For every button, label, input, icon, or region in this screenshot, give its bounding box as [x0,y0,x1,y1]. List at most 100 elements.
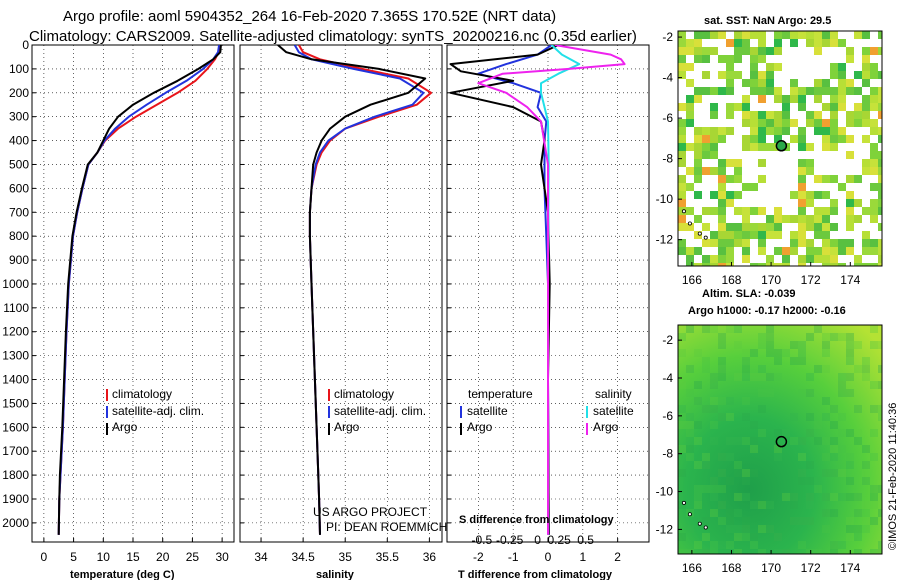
sst-cell [742,239,750,247]
sst-cell [678,175,686,183]
sst-cell [766,127,774,135]
sla-cell [774,549,782,554]
sst-cell [790,247,798,255]
sst-cell [862,31,870,39]
sla-cell [710,397,718,405]
sst-cell [742,79,750,87]
sst-cell [742,111,750,119]
sla-cell [774,453,782,461]
sla-cell [878,381,882,389]
sla-cell [726,525,734,533]
sst-cell [774,47,782,55]
sst-cell [766,263,774,266]
sst-cell [830,199,838,207]
sst-cell [702,151,710,159]
sla-cell [766,389,774,397]
sst-cell [766,143,774,151]
sst-cell [702,223,710,231]
sst-cell [790,31,798,39]
sla-cell [734,533,742,541]
sst-cell [798,183,806,191]
s-difference-xlabel: S difference from climatology [459,514,615,526]
sst-cell [750,183,758,191]
sst-cell [758,239,766,247]
sst-cell [774,223,782,231]
sst-cell [862,47,870,55]
sst-cell [798,207,806,215]
sst-cell [822,223,830,231]
sst-cell [758,71,766,79]
sst-cell [878,199,882,207]
sst-cell [822,39,830,47]
sst-cell [870,47,878,55]
sla-cell [862,469,870,477]
lon-tick-label: 172 [801,561,821,575]
sla-cell [822,469,830,477]
sst-cell [798,143,806,151]
sla-cell [862,517,870,525]
sst-cell [774,207,782,215]
sla-cell [678,405,686,413]
sst-cell [710,103,718,111]
sst-cell [830,39,838,47]
sst-cell [838,39,846,47]
sla-cell [862,373,870,381]
sst-cell [838,263,846,266]
depth-tick-labels: 0 100 200 300 400 500 600 700 800 900 1000 1100 1200… [2,38,29,530]
island-mark [703,525,708,530]
sst-cell [822,231,830,239]
sla-cell [790,413,798,421]
s-diff-tick-label: -0.25 [496,533,524,547]
sla-cell [758,373,766,381]
sst-cell [694,215,702,223]
lon-tick-label: 172 [801,273,821,287]
sla-cell [790,357,798,365]
sla-cell [718,397,726,405]
sst-cell [726,199,734,207]
sst-cell [750,119,758,127]
series-line-t-argo [449,45,559,535]
sst-cell [678,239,686,247]
sst-cell [830,223,838,231]
sla-cell [726,509,734,517]
sst-cell [678,47,686,55]
sst-cell [742,103,750,111]
sla-cell [838,429,846,437]
sla-cell [726,541,734,549]
salinity-grid [240,44,442,542]
sst-cell [782,95,790,103]
sla-cell [870,501,878,509]
series-line-satellite-adj-clim- [293,45,425,535]
x-tick-label: 0 [41,550,48,564]
sst-cell [822,215,830,223]
sst-cell [718,87,726,95]
sst-cell [686,167,694,175]
sst-cell [862,159,870,167]
lon-tick-label: 170 [761,273,781,287]
sla-cell [846,517,854,525]
sla-cell [726,453,734,461]
sst-cell [742,183,750,191]
sla-cell [774,349,782,357]
salinity-xlabel: salinity [316,569,355,580]
sst-cell [830,127,838,135]
sst-cell [830,103,838,111]
sst-cell [710,231,718,239]
sst-cell [806,199,814,207]
sla-cell [750,445,758,453]
sla-cell [750,541,758,549]
sst-cell [686,47,694,55]
sla-cell [726,477,734,485]
sla-cell [758,549,766,554]
lon-tick-label: 174 [840,273,860,287]
sla-cell [718,373,726,381]
sla-cell [758,501,766,509]
x-tick-label: 35 [339,550,353,564]
sla-cell [822,493,830,501]
legend-label-t-argo: Argo [467,420,493,434]
sla-cell [750,421,758,429]
sst-cell [878,111,882,119]
sst-cell [750,31,758,39]
sla-cell [878,509,882,517]
x-tick-label: 1 [579,550,586,564]
